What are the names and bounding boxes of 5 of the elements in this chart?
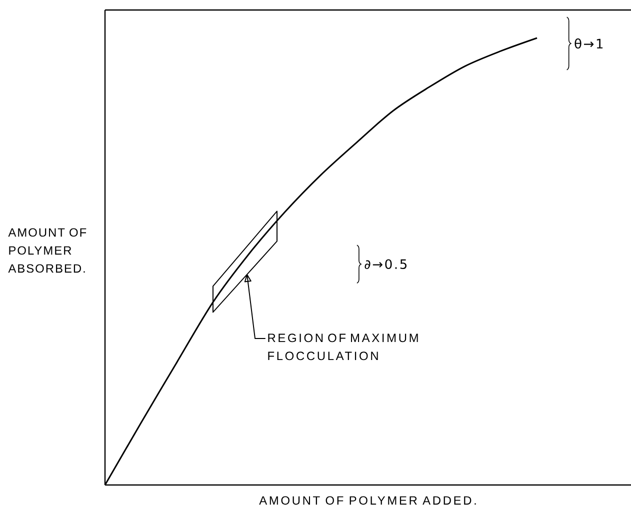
annotation: REGION OF MAXIMUM FLOCCULATION [268, 334, 418, 360]
annotation: ∂→0.5 [364, 259, 406, 270]
x-axis-title: AMOUNT OF POLYMER ADDED. [259, 496, 476, 505]
text: θ→1 [574, 38, 603, 49]
y-axis-title: AMOUNT OF POLYMER ABSORBED. [8, 228, 86, 273]
